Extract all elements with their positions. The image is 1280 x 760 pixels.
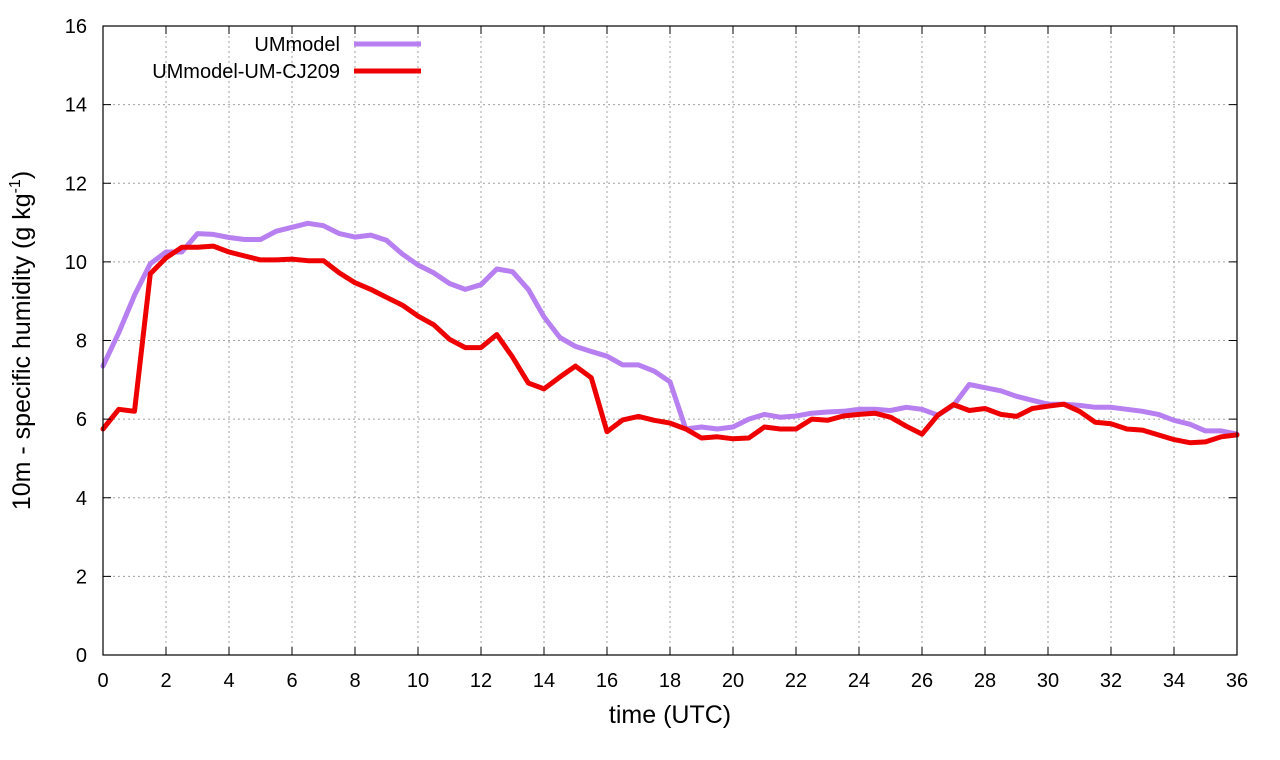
x-tick-label: 10 <box>407 670 429 692</box>
axis-ticks: 0 2 4 6 8 10 12 14 16 18 20 22 24 26 28 30 32 34 360246810… <box>65 16 1248 692</box>
x-tick-label: 8 <box>349 670 360 692</box>
y-tick-label: 16 <box>65 16 87 38</box>
x-axis-title: time (UTC) <box>609 701 731 729</box>
x-tick-label: 18 <box>659 670 681 692</box>
x-tick-label: 26 <box>911 670 933 692</box>
x-tick-label: 32 <box>1100 670 1122 692</box>
y-tick-label: 14 <box>65 95 87 117</box>
legend-label-ummodel-um-cj209: UMmodel-UM-CJ209 <box>152 61 340 83</box>
x-tick-label: 24 <box>848 670 870 692</box>
x-tick-label: 2 <box>160 670 171 692</box>
x-tick-label: 36 <box>1226 670 1248 692</box>
x-tick-label: 16 <box>596 670 618 692</box>
y-tick-label: 0 <box>76 645 87 667</box>
x-tick-label: 14 <box>533 670 555 692</box>
y-tick-label: 4 <box>76 488 87 510</box>
x-tick-label: 0 <box>97 670 108 692</box>
x-tick-label: 30 <box>1037 670 1059 692</box>
x-tick-label: 6 <box>286 670 297 692</box>
y-tick-label: 12 <box>65 173 87 195</box>
x-tick-label: 20 <box>722 670 744 692</box>
y-tick-label: 6 <box>76 409 87 431</box>
y-axis-title-tail: ) <box>8 171 36 179</box>
y-tick-label: 2 <box>76 566 87 588</box>
legend: UMmodel UMmodel-UM-CJ209 <box>152 34 421 83</box>
grid <box>103 26 1237 655</box>
x-tick-label: 4 <box>223 670 234 692</box>
y-axis-title: 10m - specific humidity (g kg-1) <box>7 171 36 510</box>
legend-label-ummodel: UMmodel <box>254 34 340 56</box>
x-tick-label: 22 <box>785 670 807 692</box>
x-tick-label: 12 <box>470 670 492 692</box>
y-tick-label: 8 <box>76 331 87 353</box>
series-line-1 <box>100 243 1240 446</box>
y-axis-title-main: 10m - specific humidity (g kg <box>8 193 36 510</box>
x-tick-label: 28 <box>974 670 996 692</box>
series-lines <box>100 220 1240 446</box>
y-axis-title-superscript: -1 <box>7 179 24 193</box>
y-tick-label: 10 <box>65 252 87 274</box>
x-tick-label: 34 <box>1163 670 1185 692</box>
